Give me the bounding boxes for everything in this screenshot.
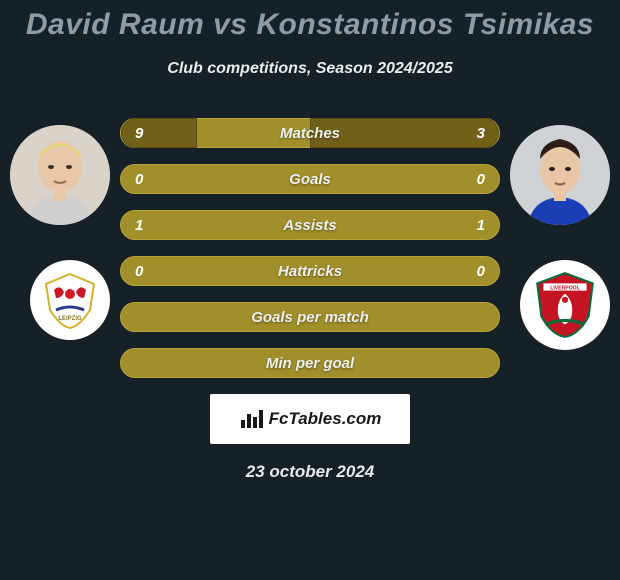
stat-row: 0 0 Hattricks — [120, 256, 500, 286]
stat-value-left: 9 — [135, 125, 143, 142]
stat-label: Hattricks — [278, 263, 342, 280]
stat-label: Min per goal — [266, 355, 354, 372]
stat-value-right: 1 — [477, 217, 485, 234]
stat-fill-left — [121, 118, 197, 148]
stat-row: 9 3 Matches — [120, 118, 500, 148]
stat-row: Min per goal — [120, 348, 500, 378]
stat-row: 1 1 Assists — [120, 210, 500, 240]
page-title: David Raum vs Konstantinos Tsimikas — [0, 8, 620, 42]
fctables-logo[interactable]: FcTables.com — [210, 394, 410, 444]
stat-label: Goals — [289, 171, 331, 188]
stat-row: Goals per match — [120, 302, 500, 332]
player1-name: David Raum — [26, 8, 204, 41]
bars-icon — [239, 406, 265, 432]
stat-value-left: 1 — [135, 217, 143, 234]
comparison-card: David Raum vs Konstantinos Tsimikas Club… — [0, 0, 620, 482]
stat-label: Goals per match — [251, 309, 369, 326]
stat-row: 0 0 Goals — [120, 164, 500, 194]
stats-bars: 9 3 Matches 0 0 Goals 1 1 Assists 0 0 Hattricks Goal… — [0, 118, 620, 378]
stat-value-right: 3 — [477, 125, 485, 142]
vs-label: vs — [213, 8, 247, 41]
stat-value-right: 0 — [477, 263, 485, 280]
subtitle: Club competitions, Season 2024/2025 — [0, 60, 620, 78]
date-label: 23 october 2024 — [0, 462, 620, 482]
stat-value-left: 0 — [135, 263, 143, 280]
stat-label: Matches — [280, 125, 340, 142]
player2-name: Konstantinos Tsimikas — [256, 8, 594, 41]
stat-value-left: 0 — [135, 171, 143, 188]
fctables-text: FcTables.com — [269, 409, 382, 429]
stat-label: Assists — [283, 217, 336, 234]
stat-value-right: 0 — [477, 171, 485, 188]
